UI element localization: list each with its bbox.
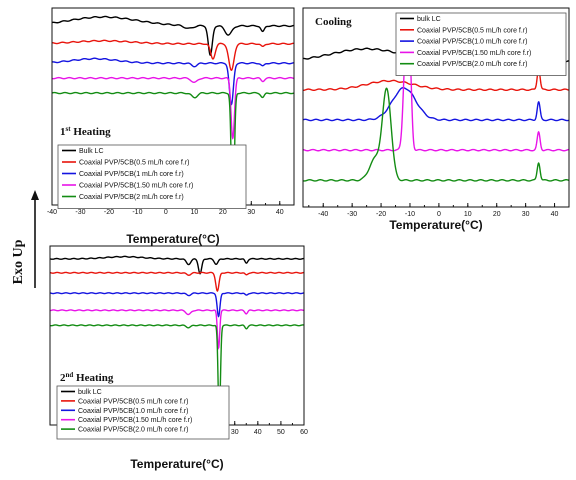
series-line-4 bbox=[50, 309, 304, 350]
legend-entry: Coaxial PVP/5CB(1.50 mL/h core f.r) bbox=[78, 417, 192, 424]
legend-entry: Coaxial PVP/5CB(1.50 mL/h core f.r) bbox=[79, 183, 193, 190]
x-tick-label: -40 bbox=[318, 211, 328, 218]
series-line-1 bbox=[52, 15, 294, 56]
x-tick-label: 40 bbox=[276, 209, 284, 216]
x-tick-label: -40 bbox=[47, 209, 57, 216]
x-tick-label: -30 bbox=[75, 209, 85, 216]
x-tick-label: 0 bbox=[437, 211, 441, 218]
x-axis-label: Temperature(°C) bbox=[389, 218, 482, 232]
legend-entry: Coaxial PVP/5CB(1.0 mL/h core f.r) bbox=[417, 39, 528, 46]
series-line-3 bbox=[52, 57, 294, 106]
first-heating-panel: -40 -30 -20 -10 0 10 20 30 40 Temperature(°C) 1st … bbox=[47, 7, 295, 246]
x-tick-label: 10 bbox=[190, 209, 198, 216]
series-lines bbox=[52, 15, 294, 205]
legend-entry: Coaxial PVP/5CB(0.5 mL/h core f.r) bbox=[78, 398, 189, 405]
x-tick-label: -20 bbox=[104, 209, 114, 216]
legend-entry: Coaxial PVP/5CB(0.5 mL/h core f.r) bbox=[417, 27, 528, 34]
x-axis-label: Temperature(°C) bbox=[126, 232, 219, 246]
series-line-1 bbox=[50, 255, 304, 275]
legend-box bbox=[56, 385, 230, 440]
x-tick-label: 30 bbox=[247, 209, 255, 216]
series-line-4 bbox=[303, 46, 569, 152]
legend-entry: Coaxial PVP/5CB(2 mL/h core f.r) bbox=[79, 194, 184, 201]
series-line-2 bbox=[50, 271, 304, 292]
x-tick-label: 0 bbox=[164, 209, 168, 216]
x-tick-label: -20 bbox=[376, 211, 386, 218]
legend-box bbox=[395, 12, 567, 76]
legend-entry: Coaxial PVP/5CB(1.0 mL/h core f.r) bbox=[78, 408, 189, 415]
exo-up-label: Exo Up bbox=[11, 239, 26, 284]
series-line-3 bbox=[50, 292, 304, 318]
series-line-5 bbox=[303, 87, 569, 182]
x-tick-label: -10 bbox=[405, 211, 415, 218]
legend-entry: bulk LC bbox=[417, 16, 441, 23]
series-line-4 bbox=[52, 76, 294, 140]
x-tick-label: -30 bbox=[347, 211, 357, 218]
legend-entry: Bulk LC bbox=[79, 148, 104, 155]
x-tick-label: 50 bbox=[277, 429, 285, 436]
series-lines bbox=[50, 255, 304, 420]
second-heating-panel: -40-30-20-100102030405060Temperature(°C)… bbox=[49, 245, 308, 471]
series-line-5 bbox=[52, 91, 294, 205]
legend-entry: Coaxial PVP/5CB(2.0 mL/h core f.r) bbox=[417, 61, 528, 68]
legend-entry: Coaxial PVP/5CB(1.50 mL/h core f.r) bbox=[417, 50, 531, 57]
series-line-2 bbox=[303, 68, 569, 92]
x-tick-label: 20 bbox=[219, 209, 227, 216]
legend: bulk LC Coaxial PVP/5CB(0.5 mL/h core f.r… bbox=[56, 385, 230, 440]
series-line-5 bbox=[50, 324, 304, 420]
legend-entry: Coaxial PVP/5CB(0.5 mL/h core f.r) bbox=[79, 160, 190, 167]
x-tick-label: 60 bbox=[300, 429, 308, 436]
legend-entry: Coaxial PVP/5CB(1 mL/h core f.r) bbox=[79, 171, 184, 178]
x-tick-label: 40 bbox=[551, 211, 559, 218]
x-tick-label: 30 bbox=[231, 429, 239, 436]
series-line-2 bbox=[52, 39, 294, 71]
legend: Bulk LC Coaxial PVP/5CB(0.5 mL/h core f.r… bbox=[57, 144, 247, 209]
x-tick-label: 30 bbox=[522, 211, 530, 218]
legend-box bbox=[57, 144, 247, 209]
series-line-3 bbox=[303, 87, 569, 122]
panel-title: 2nd Heating bbox=[60, 371, 114, 384]
legend-entry: bulk LC bbox=[78, 389, 102, 396]
x-tick-label: 40 bbox=[254, 429, 262, 436]
panel-title: Cooling bbox=[315, 16, 352, 28]
x-tick-label: 20 bbox=[493, 211, 501, 218]
x-tick-label: -10 bbox=[132, 209, 142, 216]
exo-up-axis: Exo Up bbox=[11, 190, 39, 288]
exo-up-arrow-head bbox=[31, 190, 39, 200]
x-tick-label: 10 bbox=[464, 211, 472, 218]
x-axis-label: Temperature(°C) bbox=[130, 457, 223, 471]
plot-frame bbox=[302, 7, 570, 208]
cooling-panel: -40 -30 -20 -10 0 10 20 30 40 Temperature(°C) Cool… bbox=[302, 7, 570, 232]
legend: bulk LC Coaxial PVP/5CB(0.5 mL/h core f.r… bbox=[395, 12, 567, 76]
panel-title: 1st Heating bbox=[60, 125, 111, 138]
legend-entry: Coaxial PVP/5CB(2.0 mL/h core f.r) bbox=[78, 427, 189, 434]
